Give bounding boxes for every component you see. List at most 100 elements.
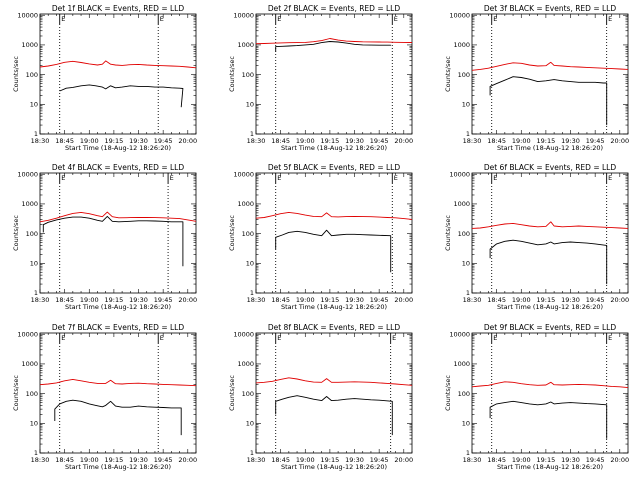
- x-tick-label: 19:00: [80, 137, 99, 145]
- y-tick-label: 1000: [237, 200, 254, 208]
- edge-marker-label: E: [493, 334, 497, 342]
- x-tick-label: 18:30: [247, 137, 266, 145]
- x-axis-label: Start Time (18-Aug-12 18:26:20): [497, 463, 603, 471]
- x-tick-label: 19:00: [512, 296, 531, 304]
- x-tick-label: 18:45: [487, 296, 506, 304]
- y-tick-label: 10000: [233, 170, 254, 178]
- x-tick-label: 19:00: [80, 296, 99, 304]
- x-tick-label: 19:00: [296, 456, 315, 464]
- lld-series-line: [39, 60, 197, 69]
- x-axis-label: Start Time (18-Aug-12 18:26:20): [497, 144, 603, 152]
- lld-series-line: [255, 211, 413, 220]
- x-tick-label: 19:15: [321, 296, 340, 304]
- x-tick-label: 20:00: [394, 137, 413, 145]
- x-tick-label: 18:30: [31, 137, 50, 145]
- panel-9: Det 9f BLACK = Events, RED = LLD 1 10 100 10…: [444, 323, 629, 471]
- x-tick-label: 19:00: [296, 137, 315, 145]
- y-tick-label: 1: [466, 449, 470, 457]
- x-axis-label: Start Time (18-Aug-12 18:26:20): [65, 303, 171, 311]
- x-tick-label: 19:45: [586, 456, 605, 464]
- y-tick-label: 1000: [453, 41, 470, 49]
- x-tick-label: 19:15: [321, 137, 340, 145]
- y-tick-label: 10000: [17, 330, 38, 338]
- events-series-line: [42, 215, 184, 267]
- y-tick-label: 1000: [453, 360, 470, 368]
- x-tick-label: 18:30: [247, 296, 266, 304]
- events-series-line: [489, 400, 608, 439]
- x-tick-label: 20:00: [394, 456, 413, 464]
- y-tick-label: 100: [26, 390, 38, 398]
- x-tick-label: 20:00: [610, 137, 629, 145]
- panel-title: Det 2f BLACK = Events, RED = LLD: [268, 4, 401, 13]
- y-tick-label: 10: [246, 260, 254, 268]
- x-tick-label: 18:45: [55, 137, 74, 145]
- x-tick-label: 19:45: [370, 137, 389, 145]
- events-series-line: [275, 229, 392, 273]
- x-tick-label: 18:45: [271, 296, 290, 304]
- x-tick-label: 19:15: [105, 137, 124, 145]
- lld-series-line: [39, 211, 197, 223]
- edge-marker-label: E: [394, 15, 398, 23]
- y-axis-label: Counts/sec: [444, 215, 452, 251]
- x-tick-label: 19:15: [321, 456, 340, 464]
- y-tick-label: 10: [30, 260, 38, 268]
- edge-marker-label: E: [61, 15, 65, 23]
- x-tick-label: 19:15: [537, 456, 556, 464]
- y-tick-label: 10: [246, 101, 254, 109]
- y-tick-label: 10: [462, 101, 470, 109]
- events-series-line: [489, 76, 608, 126]
- panel-title: Det 5f BLACK = Events, RED = LLD: [268, 163, 401, 172]
- panel-title: Det 6f BLACK = Events, RED = LLD: [484, 163, 617, 172]
- x-axis-label: Start Time (18-Aug-12 18:26:20): [497, 303, 603, 311]
- y-tick-label: 1: [34, 449, 38, 457]
- edge-marker-label: E: [277, 15, 281, 23]
- y-axis-label: Counts/sec: [444, 56, 452, 92]
- panel-title: Det 1f BLACK = Events, RED = LLD: [52, 4, 185, 13]
- y-axis-label: Counts/sec: [12, 375, 20, 411]
- plot-frame: [39, 172, 197, 294]
- panel-7: Det 7f BLACK = Events, RED = LLD 1 10 100 10…: [12, 323, 197, 471]
- x-tick-label: 19:30: [129, 456, 148, 464]
- x-tick-label: 19:45: [586, 137, 605, 145]
- panel-5: Det 5f BLACK = Events, RED = LLD 1 10 100 10…: [228, 163, 413, 311]
- x-axis-label: Start Time (18-Aug-12 18:26:20): [281, 144, 387, 152]
- x-tick-label: 19:30: [345, 137, 364, 145]
- x-tick-label: 19:15: [105, 296, 124, 304]
- y-tick-label: 10000: [233, 330, 254, 338]
- edge-marker-label: E: [61, 334, 65, 342]
- y-tick-label: 10000: [449, 170, 470, 178]
- x-axis-label: Start Time (18-Aug-12 18:26:20): [281, 463, 387, 471]
- y-tick-label: 100: [242, 71, 254, 79]
- x-tick-label: 19:15: [537, 137, 556, 145]
- y-tick-label: 1: [250, 449, 254, 457]
- x-tick-label: 18:45: [271, 137, 290, 145]
- x-tick-label: 20:00: [178, 137, 197, 145]
- edge-marker-label: E: [394, 174, 398, 182]
- panel-title: Det 4f BLACK = Events, RED = LLD: [52, 163, 185, 172]
- y-tick-label: 10000: [17, 11, 38, 19]
- x-tick-label: 18:45: [487, 137, 506, 145]
- y-tick-label: 1000: [21, 200, 38, 208]
- x-tick-label: 19:30: [129, 296, 148, 304]
- x-tick-label: 18:45: [487, 456, 506, 464]
- y-tick-label: 100: [242, 230, 254, 238]
- y-axis-label: Counts/sec: [12, 215, 20, 251]
- x-tick-label: 19:30: [561, 456, 580, 464]
- y-tick-label: 10: [462, 420, 470, 428]
- x-tick-label: 19:45: [370, 296, 389, 304]
- x-tick-label: 20:00: [394, 296, 413, 304]
- x-axis-label: Start Time (18-Aug-12 18:26:20): [281, 303, 387, 311]
- x-tick-label: 18:45: [271, 456, 290, 464]
- y-tick-label: 1: [34, 130, 38, 138]
- x-tick-label: 18:30: [463, 296, 482, 304]
- panel-title: Det 7f BLACK = Events, RED = LLD: [52, 323, 185, 332]
- y-tick-label: 100: [458, 71, 470, 79]
- x-tick-label: 20:00: [610, 296, 629, 304]
- x-tick-label: 18:30: [31, 456, 50, 464]
- x-tick-label: 19:15: [537, 296, 556, 304]
- panel-title: Det 8f BLACK = Events, RED = LLD: [268, 323, 401, 332]
- x-tick-label: 20:00: [610, 456, 629, 464]
- x-tick-label: 19:45: [586, 296, 605, 304]
- x-tick-label: 19:30: [561, 137, 580, 145]
- x-tick-label: 19:15: [105, 456, 124, 464]
